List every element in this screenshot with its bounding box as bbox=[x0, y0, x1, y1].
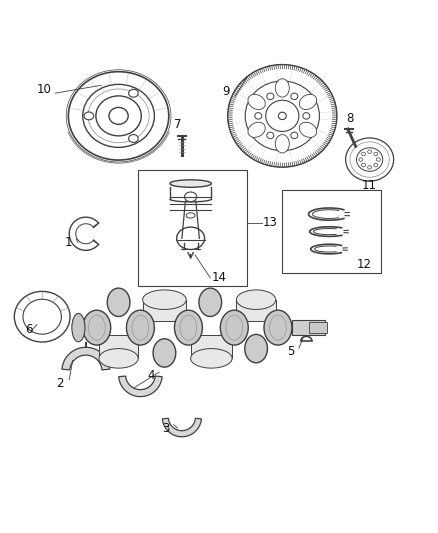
Polygon shape bbox=[143, 300, 186, 321]
Ellipse shape bbox=[367, 166, 371, 169]
Bar bbox=[292, 320, 325, 335]
Ellipse shape bbox=[129, 90, 138, 97]
Polygon shape bbox=[119, 376, 162, 397]
Ellipse shape bbox=[376, 158, 380, 161]
Ellipse shape bbox=[186, 213, 195, 218]
Text: 5: 5 bbox=[287, 345, 295, 358]
Bar bbox=[283, 190, 381, 273]
Ellipse shape bbox=[299, 94, 317, 109]
Ellipse shape bbox=[303, 112, 310, 119]
Polygon shape bbox=[162, 418, 201, 437]
Text: 10: 10 bbox=[37, 83, 52, 96]
Ellipse shape bbox=[245, 334, 268, 363]
Ellipse shape bbox=[248, 122, 265, 138]
Ellipse shape bbox=[84, 112, 94, 120]
Ellipse shape bbox=[361, 163, 365, 167]
Ellipse shape bbox=[255, 112, 262, 119]
Ellipse shape bbox=[174, 310, 202, 345]
Text: 11: 11 bbox=[362, 179, 377, 192]
Polygon shape bbox=[237, 300, 276, 321]
Text: 14: 14 bbox=[212, 271, 226, 284]
Text: 1: 1 bbox=[65, 236, 72, 249]
Text: 8: 8 bbox=[346, 111, 353, 125]
Ellipse shape bbox=[276, 79, 289, 97]
Ellipse shape bbox=[220, 310, 248, 345]
Ellipse shape bbox=[107, 288, 130, 317]
Text: 6: 6 bbox=[25, 324, 33, 336]
Ellipse shape bbox=[248, 94, 265, 109]
Ellipse shape bbox=[237, 290, 276, 310]
Text: 9: 9 bbox=[222, 85, 230, 99]
Text: 13: 13 bbox=[263, 216, 278, 229]
Text: 3: 3 bbox=[162, 422, 170, 434]
Ellipse shape bbox=[359, 158, 363, 161]
Ellipse shape bbox=[267, 93, 274, 100]
Text: 2: 2 bbox=[56, 377, 64, 390]
Text: 4: 4 bbox=[148, 369, 155, 382]
Ellipse shape bbox=[143, 290, 186, 310]
Ellipse shape bbox=[374, 163, 378, 167]
Text: 12: 12 bbox=[357, 258, 372, 271]
Ellipse shape bbox=[264, 310, 292, 345]
Ellipse shape bbox=[299, 122, 317, 138]
Ellipse shape bbox=[72, 313, 85, 342]
Polygon shape bbox=[191, 335, 232, 358]
Polygon shape bbox=[62, 348, 110, 370]
Text: 7: 7 bbox=[174, 118, 181, 131]
Ellipse shape bbox=[276, 135, 289, 153]
Bar bbox=[138, 171, 247, 286]
Ellipse shape bbox=[129, 134, 138, 142]
Ellipse shape bbox=[99, 349, 138, 368]
Ellipse shape bbox=[153, 339, 176, 367]
Ellipse shape bbox=[291, 93, 298, 100]
Polygon shape bbox=[99, 335, 138, 358]
Ellipse shape bbox=[361, 152, 365, 156]
Ellipse shape bbox=[127, 310, 154, 345]
Ellipse shape bbox=[374, 152, 378, 156]
Ellipse shape bbox=[267, 132, 274, 139]
Ellipse shape bbox=[367, 150, 371, 154]
Ellipse shape bbox=[291, 132, 298, 139]
Ellipse shape bbox=[191, 349, 232, 368]
Ellipse shape bbox=[199, 288, 222, 317]
Ellipse shape bbox=[83, 310, 111, 345]
Ellipse shape bbox=[170, 180, 212, 187]
Bar bbox=[309, 322, 327, 333]
